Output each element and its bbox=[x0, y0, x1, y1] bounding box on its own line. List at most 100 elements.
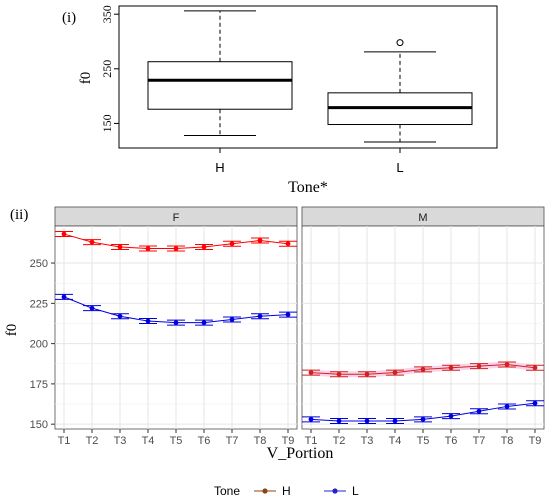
line-x-ticks: T1 T2 T3 T4 T5 T6 T7 T8 T9 T1 T2 T3 T4 T5 T6 T7 T8 T9 bbox=[58, 429, 542, 447]
data-point bbox=[201, 244, 207, 250]
data-point bbox=[308, 370, 314, 376]
series-F-H bbox=[55, 231, 297, 252]
line-x-tick-label: T4 bbox=[142, 435, 155, 447]
facet-grid-M bbox=[302, 226, 544, 429]
data-point bbox=[448, 413, 454, 419]
data-point bbox=[285, 241, 291, 247]
box-iqr bbox=[147, 61, 293, 110]
line-y-tick-label: 250 bbox=[30, 258, 48, 270]
facet-series-F bbox=[55, 231, 297, 326]
boxplot-y-tick-label: 350 bbox=[100, 5, 114, 23]
panel-label-ii: (ii) bbox=[10, 207, 28, 223]
line-x-tick-label: T9 bbox=[529, 435, 542, 447]
boxplot-y-tick-label: 150 bbox=[100, 114, 114, 132]
line-x-tick-label: T2 bbox=[86, 435, 99, 447]
line-x-tick-label: T9 bbox=[282, 435, 295, 447]
data-point bbox=[229, 317, 235, 322]
data-point bbox=[173, 246, 179, 251]
data-point bbox=[504, 362, 510, 367]
legend: Tone H L bbox=[214, 484, 359, 498]
data-point bbox=[229, 241, 235, 247]
line-x-tick-label: T6 bbox=[198, 435, 211, 447]
data-point bbox=[420, 366, 426, 372]
line-y-tick-label: 200 bbox=[30, 339, 48, 351]
data-point bbox=[61, 231, 67, 237]
line-x-tick-label: T3 bbox=[361, 435, 374, 447]
boxplot-y-axis-label: f0 bbox=[78, 72, 94, 85]
box-L bbox=[327, 39, 473, 143]
data-point bbox=[336, 418, 342, 424]
data-point bbox=[476, 408, 482, 414]
legend-entry-L: L bbox=[324, 484, 359, 498]
boxplot-y-tick-label: 250 bbox=[100, 60, 114, 78]
line-x-tick-label: T8 bbox=[501, 435, 514, 447]
line-x-tick-label: T6 bbox=[445, 435, 458, 447]
line-x-tick-label: T5 bbox=[417, 435, 430, 447]
data-point bbox=[257, 238, 263, 243]
data-point bbox=[201, 320, 207, 326]
data-point bbox=[448, 365, 454, 371]
facet-grid-F bbox=[55, 226, 297, 429]
line-y-tick-label: 225 bbox=[30, 298, 48, 310]
legend-key-point bbox=[332, 488, 338, 494]
boxplot-x-tick-label: H bbox=[215, 160, 224, 175]
line-y-tick-label: 175 bbox=[30, 379, 48, 391]
data-point bbox=[364, 371, 370, 377]
series-F-L bbox=[55, 293, 297, 326]
data-point bbox=[145, 318, 151, 324]
data-point bbox=[476, 363, 482, 369]
facet-series-M bbox=[302, 361, 544, 424]
box-H bbox=[147, 10, 293, 136]
legend-entry-H: H bbox=[254, 484, 291, 498]
line-x-tick-label: T7 bbox=[226, 435, 239, 447]
box-outlier bbox=[396, 39, 404, 47]
line-x-tick-label: T5 bbox=[170, 435, 183, 447]
data-point bbox=[61, 294, 67, 300]
data-point bbox=[173, 320, 179, 326]
line-x-tick-label: T7 bbox=[473, 435, 486, 447]
boxplot-y-ticks: 150 250 350 bbox=[100, 5, 119, 132]
line-x-tick-label: T1 bbox=[58, 435, 71, 447]
legend-entry-label: L bbox=[352, 484, 359, 498]
line-y-ticks: 150 175 200 225 250 bbox=[30, 258, 55, 431]
data-point bbox=[364, 418, 370, 424]
line-x-tick-label: T1 bbox=[305, 435, 318, 447]
legend-title: Tone bbox=[214, 484, 240, 498]
data-point bbox=[532, 365, 538, 371]
boxplot-boxes bbox=[147, 10, 473, 143]
data-point bbox=[89, 305, 95, 311]
line-x-tick-label: T3 bbox=[114, 435, 127, 447]
legend-key-point bbox=[262, 488, 268, 494]
line-x-tick-label: T2 bbox=[333, 435, 346, 447]
data-point bbox=[308, 416, 314, 422]
line-x-axis-label: V_Portion bbox=[267, 445, 334, 462]
series-M-H bbox=[302, 361, 544, 378]
data-point bbox=[504, 404, 510, 409]
data-point bbox=[117, 313, 123, 319]
boxplot-x-axis-label: Tone* bbox=[288, 179, 328, 196]
data-point bbox=[392, 370, 398, 376]
data-point bbox=[145, 246, 151, 251]
legend-entry-label: H bbox=[282, 484, 291, 498]
line-y-tick-label: 150 bbox=[30, 419, 48, 431]
panel-label-i: (i) bbox=[62, 10, 76, 26]
line-x-tick-label: T8 bbox=[254, 435, 267, 447]
data-point bbox=[532, 400, 538, 406]
line-x-tick-label: T4 bbox=[389, 435, 402, 447]
data-point bbox=[392, 418, 398, 424]
data-point bbox=[89, 239, 95, 245]
series-M-L bbox=[302, 400, 544, 424]
data-point bbox=[257, 313, 263, 319]
data-point bbox=[420, 416, 426, 422]
data-point bbox=[117, 244, 123, 250]
facet-label-F: F bbox=[173, 212, 180, 224]
data-point bbox=[336, 371, 342, 377]
boxplot-x-tick-label: L bbox=[396, 160, 403, 175]
line-y-axis-label: f0 bbox=[4, 324, 20, 337]
facet-label-M: M bbox=[418, 212, 427, 224]
data-point bbox=[285, 312, 291, 318]
